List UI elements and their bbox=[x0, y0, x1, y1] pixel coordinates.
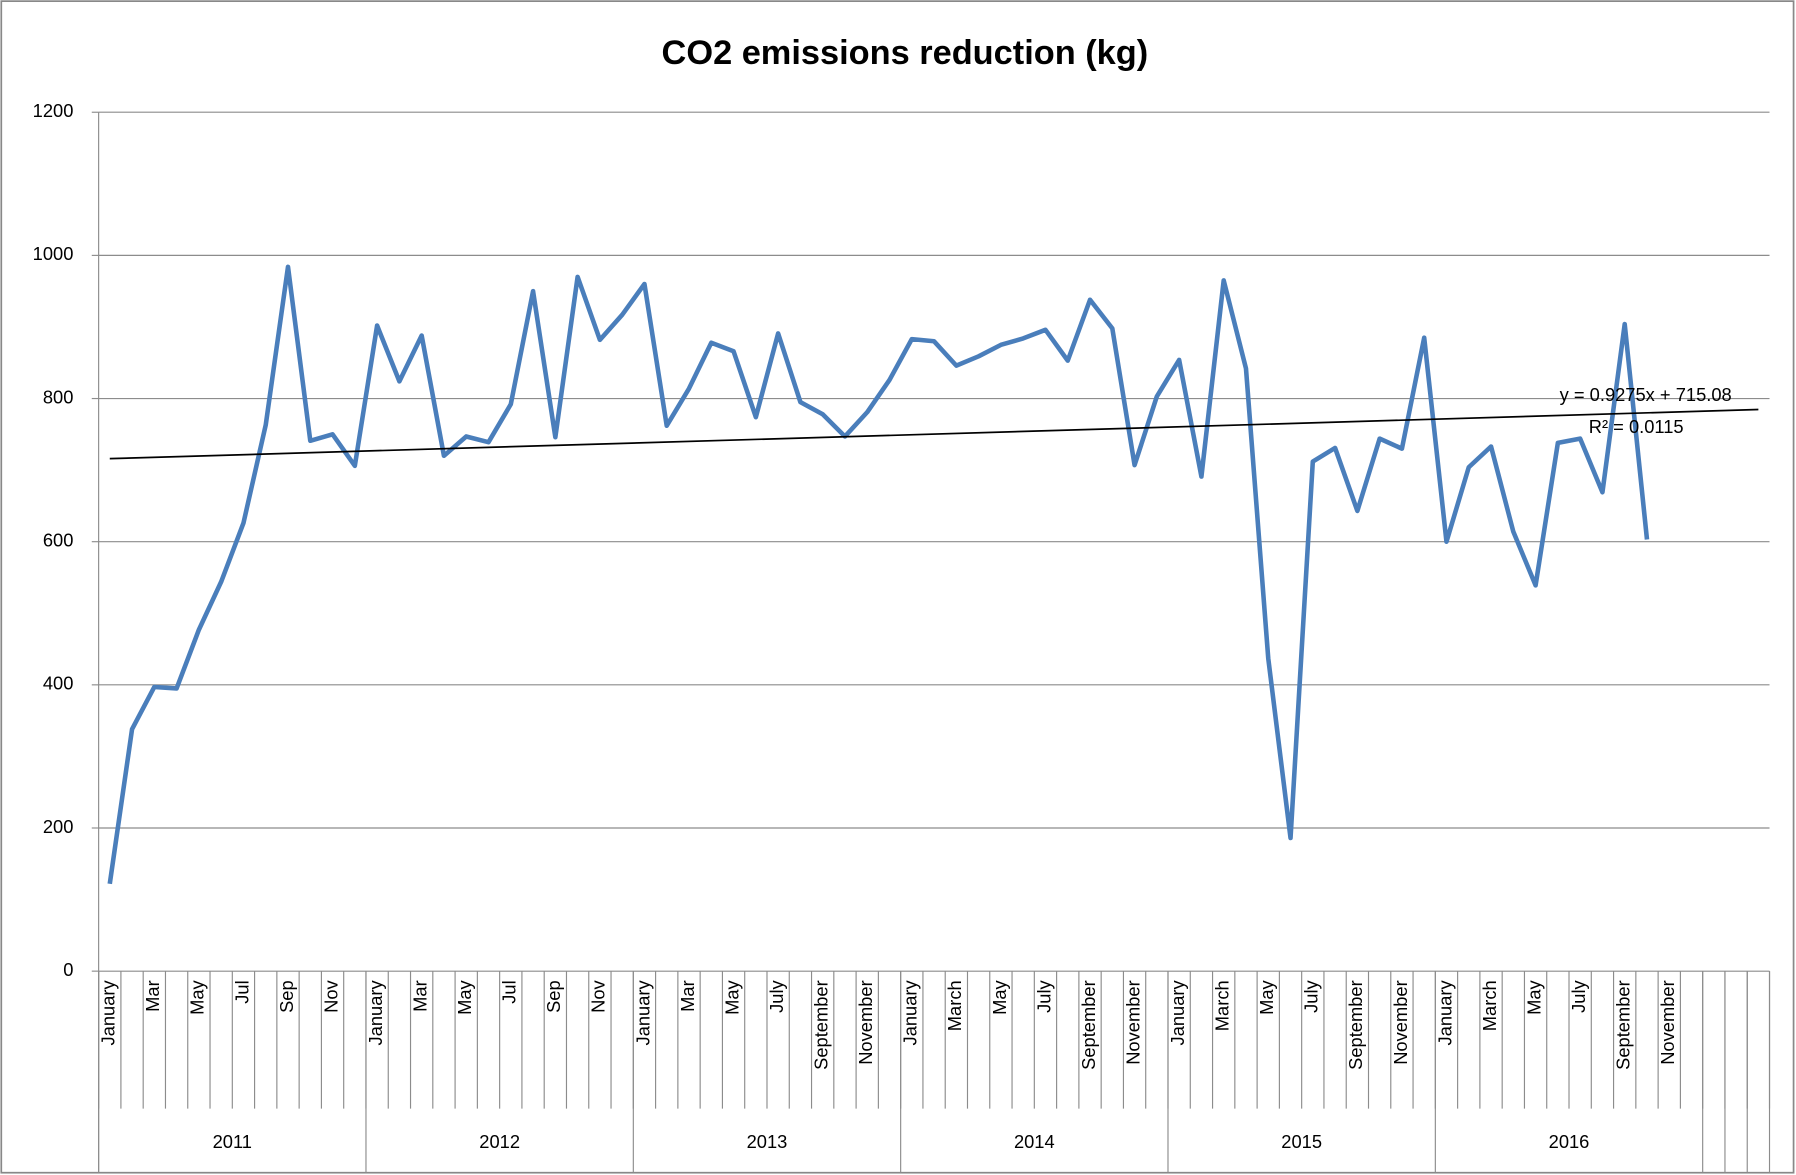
x-tick-label: November bbox=[1657, 980, 1678, 1064]
group-label: 2011 bbox=[213, 1131, 252, 1152]
group-label: 2014 bbox=[1014, 1131, 1055, 1152]
x-tick-label: January bbox=[900, 979, 921, 1045]
trendline bbox=[109, 408, 1759, 460]
x-tick-label: November bbox=[1122, 980, 1143, 1064]
y-tick-label: 0 bbox=[63, 959, 73, 980]
y-tick-label: 1000 bbox=[33, 243, 74, 264]
x-tick-label: September bbox=[1345, 980, 1366, 1070]
x-tick-label: May bbox=[1256, 979, 1277, 1014]
x-tick-label: November bbox=[855, 980, 876, 1064]
x-tick-label: May bbox=[721, 979, 742, 1014]
x-tick-label: Jul bbox=[231, 980, 252, 1003]
x-tick-label: Nov bbox=[320, 979, 341, 1012]
x-tick-label: July bbox=[766, 979, 787, 1012]
x-tick-label: July bbox=[1568, 979, 1589, 1012]
chart-title: CO2 emissions reduction (kg) bbox=[662, 34, 1149, 72]
x-tick-label: Jul bbox=[499, 980, 520, 1003]
x-tick-label: January bbox=[365, 979, 386, 1045]
x-tick-label: January bbox=[632, 979, 653, 1045]
x-tick-label: Sep bbox=[543, 980, 564, 1013]
x-tick-label: Sep bbox=[276, 980, 297, 1013]
x-tick-label: January bbox=[1167, 979, 1188, 1045]
x-tick-label: May bbox=[989, 979, 1010, 1014]
x-tick-label: March bbox=[944, 980, 965, 1031]
data-line bbox=[107, 264, 1650, 885]
y-tick-label: 600 bbox=[43, 530, 74, 551]
group-label: 2012 bbox=[479, 1131, 520, 1152]
group-label: 2013 bbox=[747, 1131, 788, 1152]
trendline-equation: y = 0.9275x + 715.08 bbox=[1560, 384, 1732, 405]
x-tick-label: March bbox=[1212, 980, 1233, 1031]
y-tick-label: 200 bbox=[43, 816, 74, 837]
x-tick-label: Mar bbox=[410, 980, 431, 1012]
x-tick-label: September bbox=[1613, 980, 1634, 1070]
group-label: 2016 bbox=[1549, 1131, 1590, 1152]
y-tick-label: 400 bbox=[43, 673, 74, 694]
x-tick-label: September bbox=[1078, 980, 1099, 1070]
x-tick-label: July bbox=[1033, 979, 1054, 1012]
x-tick-label: January bbox=[98, 979, 119, 1045]
trendline-r-squared: R² = 0.0115 bbox=[1589, 416, 1684, 437]
y-tick-label: 1200 bbox=[33, 100, 74, 121]
y-tick-label: 800 bbox=[43, 386, 74, 407]
x-tick-label: Nov bbox=[588, 979, 609, 1012]
group-label: 2015 bbox=[1281, 1131, 1322, 1152]
x-tick-label: Mar bbox=[142, 980, 163, 1012]
x-tick-label: July bbox=[1301, 979, 1322, 1012]
x-tick-label: November bbox=[1390, 980, 1411, 1064]
x-tick-label: May bbox=[1523, 979, 1544, 1014]
x-tick-label: September bbox=[811, 980, 832, 1070]
x-tick-label: January bbox=[1434, 979, 1455, 1045]
x-tick-label: May bbox=[454, 979, 475, 1014]
x-tick-label: March bbox=[1479, 980, 1500, 1031]
x-tick-label: May bbox=[187, 979, 208, 1014]
x-tick-label: Mar bbox=[677, 980, 698, 1012]
